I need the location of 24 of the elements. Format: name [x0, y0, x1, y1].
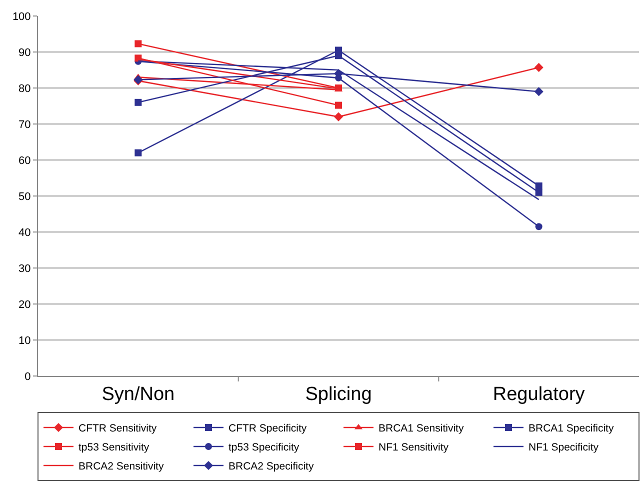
legend-label: tp53 Sensitivity — [78, 442, 150, 454]
legend-label: BRCA1 Specificity — [528, 422, 614, 435]
y-tick-label: 0 — [24, 370, 31, 383]
y-tick-label: 40 — [18, 226, 31, 239]
legend-label: CFTR Sensitivity — [78, 422, 158, 435]
legend-label: NF1 Specificity — [528, 442, 600, 454]
legend-label: CFTR Specificity — [228, 422, 308, 435]
legend-label: BRCA2 Sensitivity — [78, 460, 164, 473]
x-tick-label: Splicing — [305, 384, 372, 405]
x-tick-label: Regulatory — [492, 384, 586, 405]
legend-label: tp53 Specificity — [228, 442, 300, 454]
legend-label: BRCA2 Specificity — [228, 460, 314, 473]
y-tick-label: 80 — [18, 82, 31, 95]
y-tick-label: 30 — [18, 262, 31, 275]
legend-label: BRCA1 Sensitivity — [378, 422, 464, 435]
y-tick-label: 10 — [18, 334, 31, 347]
y-tick-label: 90 — [18, 46, 31, 59]
y-tick-label: 100 — [12, 10, 31, 23]
legend-label: NF1 Sensitivity — [378, 442, 450, 454]
y-tick-label: 60 — [18, 154, 31, 167]
y-tick-label: 50 — [18, 190, 31, 203]
y-tick-label: 20 — [18, 298, 31, 311]
y-tick-label: 70 — [18, 118, 31, 131]
x-tick-label: Syn/Non — [102, 384, 175, 405]
